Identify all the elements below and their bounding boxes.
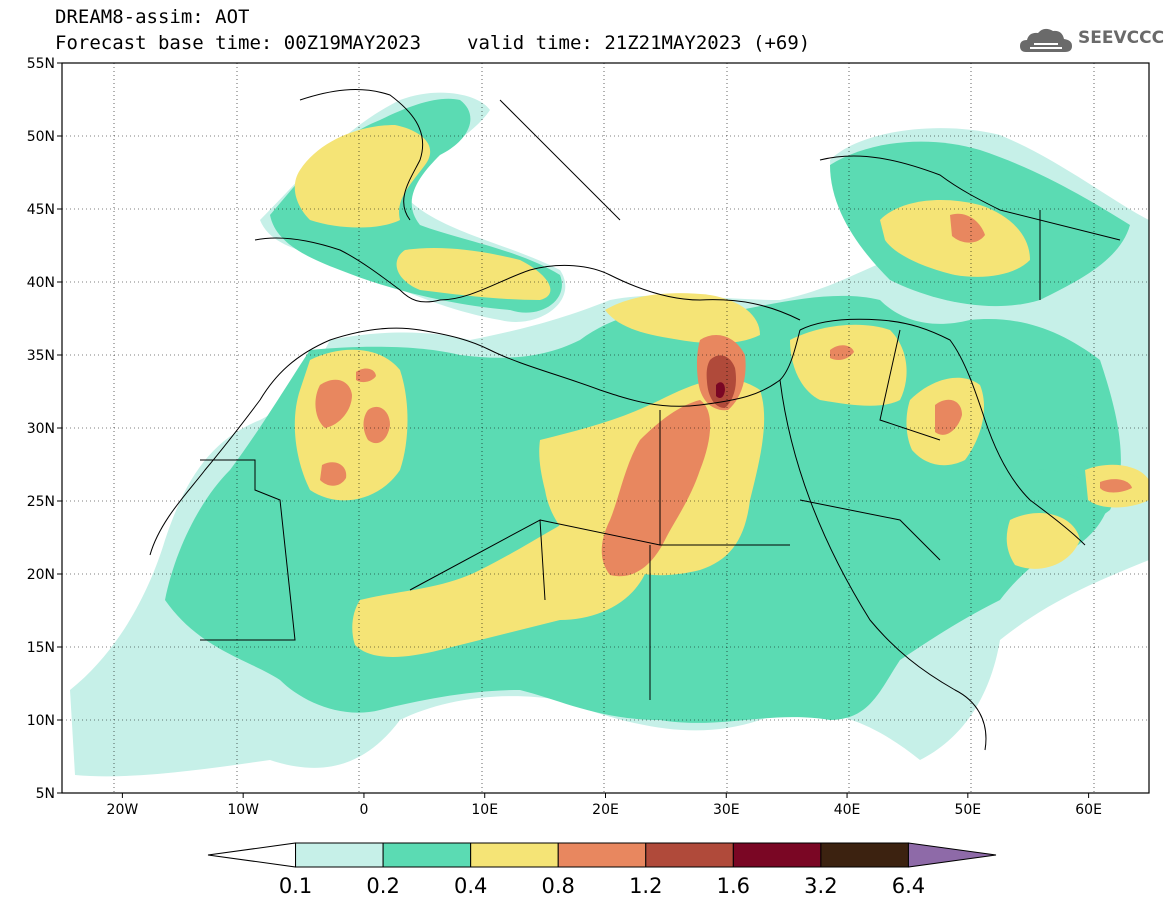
colorbar-segment — [295, 842, 384, 868]
lat-tick-label: 40N — [27, 275, 55, 291]
colorbar-level-label: 0.2 — [366, 874, 399, 898]
cloud-icon — [1020, 28, 1072, 52]
lat-tick-label: 25N — [27, 494, 55, 510]
lat-tick-label: 55N — [27, 56, 55, 72]
aot-band-1-6 — [716, 382, 725, 398]
colorbar-segment — [732, 842, 822, 868]
lat-tick-label: 50N — [27, 129, 55, 145]
colorbar-segment — [470, 842, 559, 868]
lat-tick-label: 45N — [27, 202, 55, 218]
lon-tick-label: 20E — [592, 802, 619, 818]
lat-tick-label: 15N — [27, 640, 55, 656]
lon-tick-label: 10W — [227, 802, 259, 818]
map-title: DREAM8-assim: AOT — [55, 6, 250, 28]
lon-tick-labels: 20W 10W 0 10E 20E 30E 40E 50E 60E — [107, 793, 1102, 818]
aot-contours — [70, 92, 1149, 777]
lon-tick-label: 50E — [954, 802, 981, 818]
lat-tick-label: 5N — [36, 786, 55, 802]
grid-lines — [62, 63, 1149, 793]
colorbar-level-label: 1.2 — [629, 874, 662, 898]
coastlines — [149, 89, 1121, 751]
colorbar-segment — [645, 842, 734, 868]
colorbar-level-label: 1.6 — [717, 874, 750, 898]
lon-tick-label: 60E — [1075, 802, 1102, 818]
colorbar-labels: 0.1 0.2 0.4 0.8 1.2 1.6 3.2 6.4 — [279, 874, 925, 898]
base-time: Forecast base time: 00Z19MAY2023 — [55, 32, 422, 54]
lon-tick-label: 0 — [359, 802, 368, 818]
colorbar-segment — [557, 842, 647, 868]
aot-band-1-2 — [706, 355, 736, 408]
colorbar-segment — [820, 842, 909, 868]
colorbar-segment — [382, 842, 472, 868]
colorbar-level-label: 0.8 — [542, 874, 575, 898]
lon-tick-label: 20W — [107, 802, 139, 818]
colorbar-level-label: 6.4 — [892, 874, 925, 898]
lat-tick-label: 20N — [27, 567, 55, 583]
lon-tick-label: 10E — [471, 802, 498, 818]
valid-time: valid time: 21Z21MAY2023 (+69) — [467, 32, 811, 54]
colorbar-segment — [907, 842, 997, 868]
colorbar-level-label: 0.1 — [279, 874, 312, 898]
map-subtitle: Forecast base time: 00Z19MAY2023 valid ti… — [55, 32, 810, 54]
lat-tick-label: 35N — [27, 348, 55, 364]
lat-tick-labels: 55N 50N 45N 40N 35N 30N 25N 20N 15N 10N 5N — [27, 56, 62, 802]
logo-text: SEEVCCC — [1078, 28, 1165, 48]
lat-tick-label: 10N — [27, 713, 55, 729]
colorbar-level-label: 0.4 — [454, 874, 487, 898]
lat-tick-label: 30N — [27, 421, 55, 437]
colorbar — [207, 842, 997, 868]
colorbar-segment — [207, 842, 297, 868]
lon-tick-label: 40E — [834, 802, 861, 818]
colorbar-level-label: 3.2 — [804, 874, 837, 898]
lon-tick-label: 30E — [713, 802, 740, 818]
